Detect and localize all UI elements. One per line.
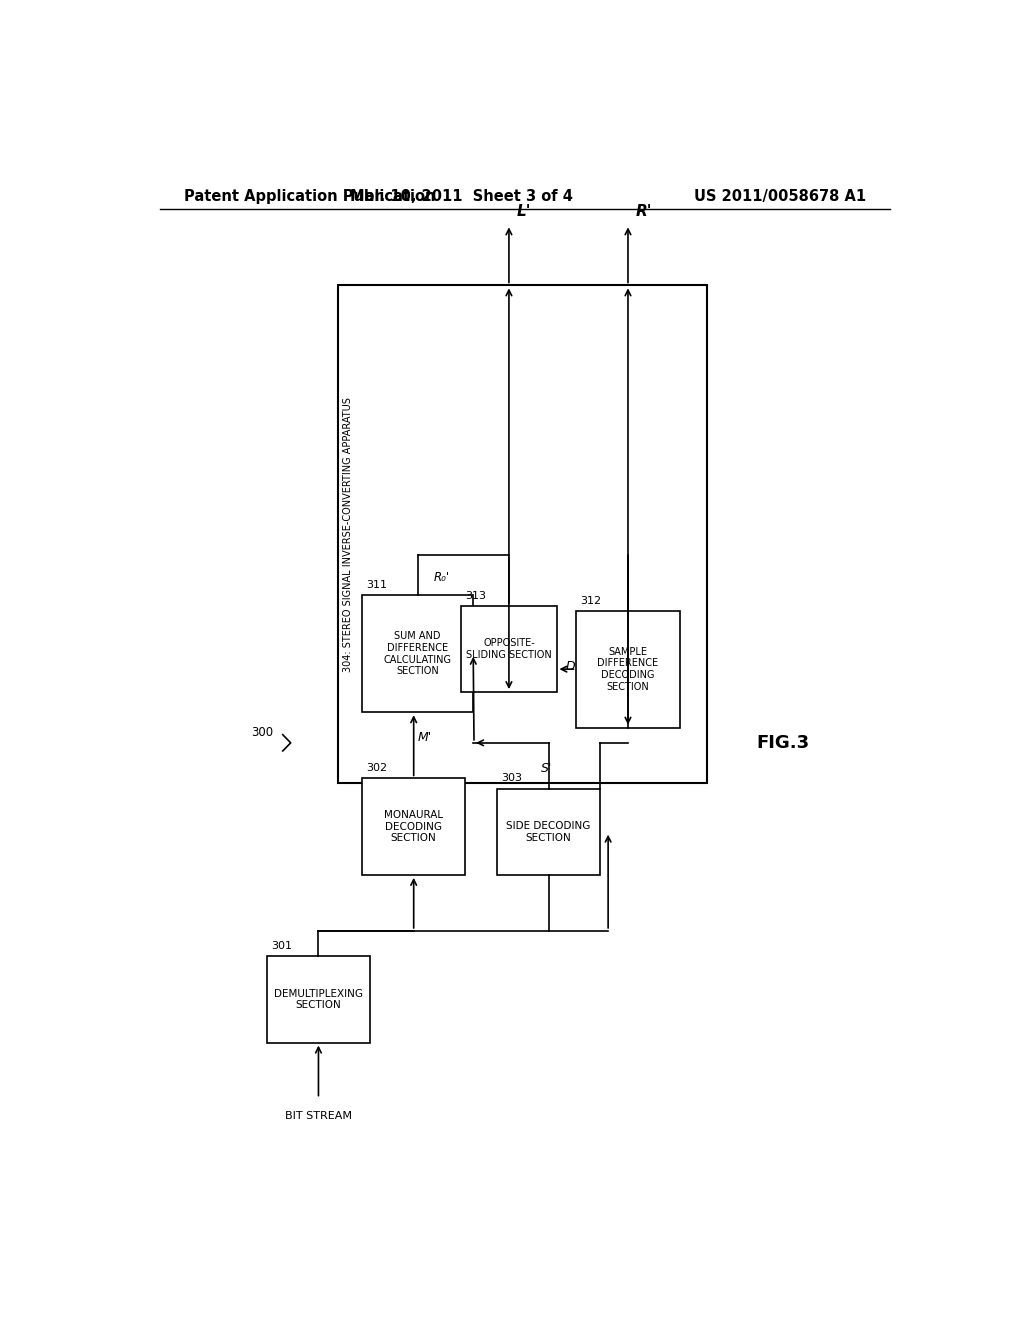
Text: Mar. 10, 2011  Sheet 3 of 4: Mar. 10, 2011 Sheet 3 of 4 xyxy=(350,189,572,205)
Text: SUM AND
DIFFERENCE
CALCULATING
SECTION: SUM AND DIFFERENCE CALCULATING SECTION xyxy=(384,631,452,676)
Text: Patent Application Publication: Patent Application Publication xyxy=(183,189,435,205)
Text: D: D xyxy=(565,660,575,673)
Text: 300: 300 xyxy=(251,726,273,739)
Text: BIT STREAM: BIT STREAM xyxy=(285,1110,352,1121)
Bar xyxy=(577,611,680,727)
Text: 304: STEREO SIGNAL INVERSE-CONVERTING APPARATUS: 304: STEREO SIGNAL INVERSE-CONVERTING AP… xyxy=(343,397,353,672)
Text: SIDE DECODING
SECTION: SIDE DECODING SECTION xyxy=(507,821,591,842)
Bar xyxy=(338,285,708,784)
Bar xyxy=(267,956,370,1043)
Text: 313: 313 xyxy=(465,590,486,601)
Text: FIG.3: FIG.3 xyxy=(756,734,809,752)
Text: R': R' xyxy=(636,205,652,219)
Bar xyxy=(362,779,465,875)
Text: US 2011/0058678 A1: US 2011/0058678 A1 xyxy=(694,189,866,205)
Text: 301: 301 xyxy=(270,941,292,952)
Text: 302: 302 xyxy=(367,763,387,774)
Bar xyxy=(461,606,557,692)
Text: 311: 311 xyxy=(367,581,387,590)
Text: R₀': R₀' xyxy=(433,570,450,583)
Text: DEMULTIPLEXING
SECTION: DEMULTIPLEXING SECTION xyxy=(274,989,362,1010)
Text: SAMPLE
DIFFERENCE
DECODING
SECTION: SAMPLE DIFFERENCE DECODING SECTION xyxy=(597,647,658,692)
Bar xyxy=(362,595,473,713)
Text: OPPOSITE-
SLIDING SECTION: OPPOSITE- SLIDING SECTION xyxy=(466,638,552,660)
Text: 312: 312 xyxy=(581,595,601,606)
Text: 303: 303 xyxy=(501,774,522,784)
Text: S': S' xyxy=(541,762,552,775)
Bar xyxy=(497,788,600,875)
Text: L': L' xyxy=(517,205,531,219)
Text: MONAURAL
DECODING
SECTION: MONAURAL DECODING SECTION xyxy=(384,810,443,843)
Text: M': M' xyxy=(418,731,432,743)
